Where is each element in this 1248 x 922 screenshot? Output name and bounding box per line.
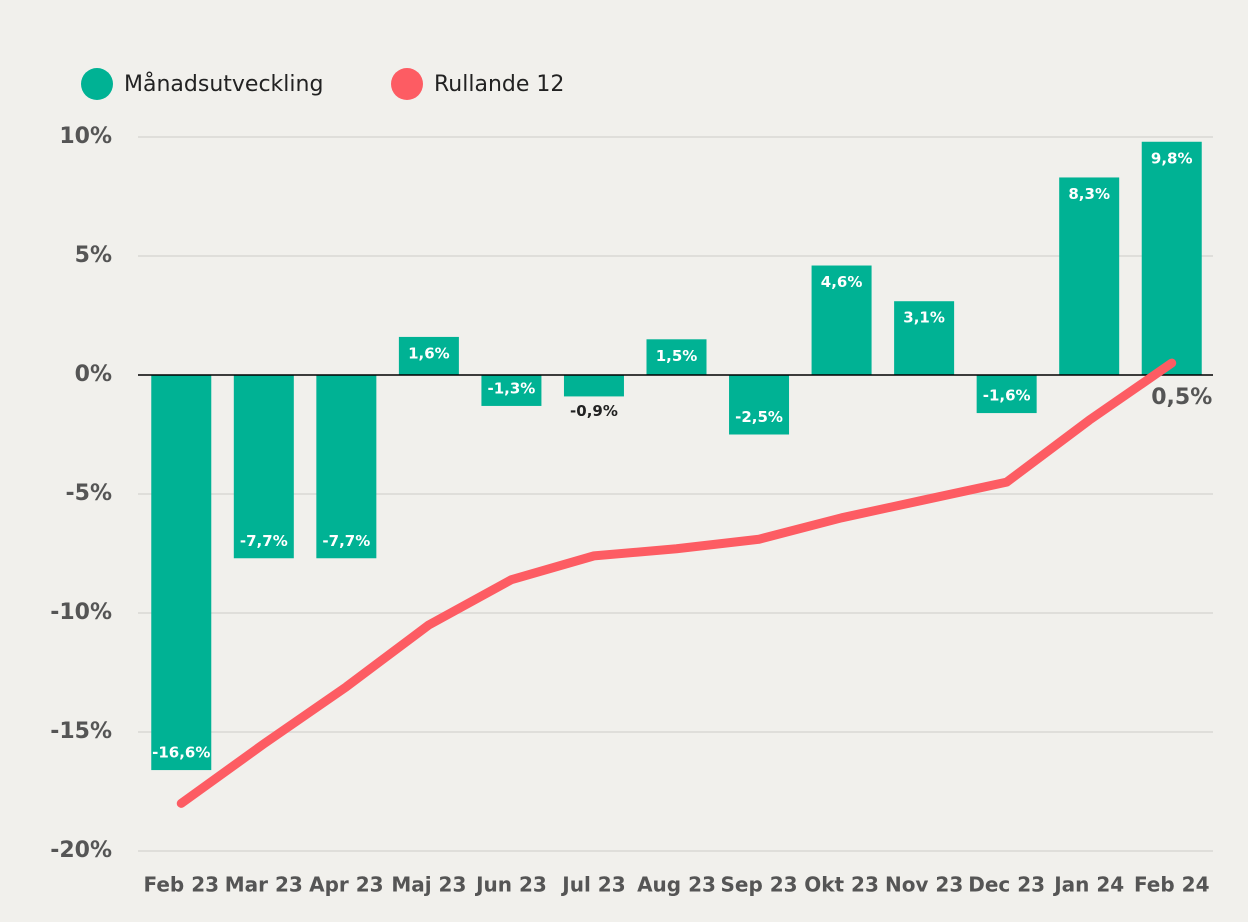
x-tick-label: Aug 23 [637,873,716,897]
data-label: -16,6% [152,744,210,762]
bar [563,375,624,397]
data-label: 4,6% [821,273,863,291]
line [176,358,1177,808]
x-tick-label: Apr 23 [309,873,383,897]
data-label: -7,7% [322,532,370,550]
bar [894,301,955,375]
x-tick-label: Nov 23 [885,873,963,897]
x-tick-label: Jan 24 [1052,873,1124,897]
bar [976,375,1037,414]
y-tick-label: 5% [75,243,112,268]
y-tick-label: -10% [50,600,112,625]
data-label: 9,8% [1151,149,1193,167]
bar [151,375,212,771]
data-label: -2,5% [735,408,783,426]
legend-marker [391,68,423,100]
x-tick-label: Dec 23 [968,873,1045,897]
x-tick-label: Okt 23 [804,873,879,897]
bar [481,375,542,406]
bar [646,339,707,375]
y-tick-label: -15% [50,719,112,744]
data-label: 0,5% [1151,385,1212,410]
x-tick-label: Feb 24 [1134,873,1210,897]
data-label: 8,3% [1068,185,1110,203]
y-tick-label: 0% [75,362,112,387]
x-tick-label: Maj 23 [391,873,466,897]
bar [316,375,377,559]
data-label: 1,6% [408,344,450,362]
data-label: -7,7% [240,532,288,550]
bar [811,265,872,375]
legend-marker [81,68,113,100]
y-tick-label: -20% [50,838,112,863]
x-tick-label: Sep 23 [720,873,797,897]
legend-label: Månadsutveckling [124,71,323,97]
x-tick-label: Mar 23 [225,873,303,897]
bar [398,336,459,375]
x-tick-label: Feb 23 [144,873,220,897]
y-tick-label: 10% [59,124,112,149]
bar [1059,177,1120,375]
bar [1141,141,1202,375]
data-label: -1,3% [488,379,536,397]
y-tick-label: -5% [66,481,112,506]
data-label: 3,1% [903,309,945,327]
data-label: 1,5% [656,347,698,365]
bar [233,375,294,559]
bar [729,375,790,435]
data-label: -1,6% [983,387,1031,405]
x-tick-label: Jul 23 [560,873,625,897]
data-label: -0,9% [570,402,618,420]
legend-label: Rullande 12 [434,72,564,97]
x-tick-label: Jun 23 [474,873,547,897]
